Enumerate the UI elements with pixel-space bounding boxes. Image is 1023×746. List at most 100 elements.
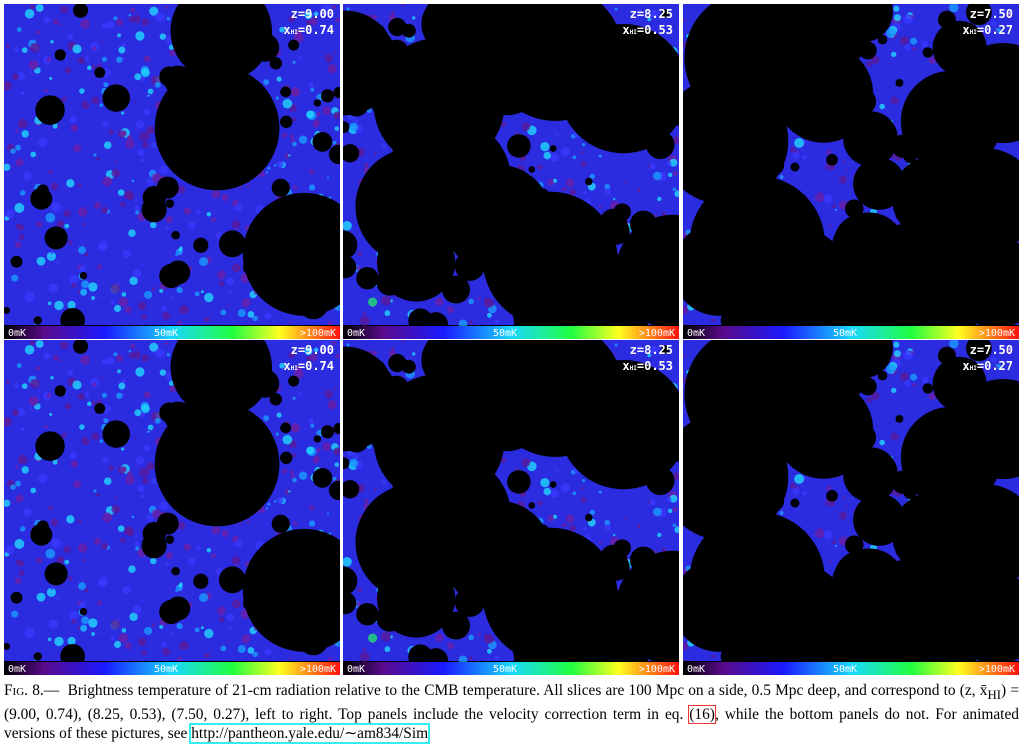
texture xyxy=(289,657,292,660)
xhi-value: =0.53 xyxy=(637,23,673,37)
texture xyxy=(10,148,16,154)
texture xyxy=(159,288,164,293)
redshift-label: z=7.50 xyxy=(970,343,1013,357)
texture xyxy=(581,142,586,147)
texture xyxy=(349,122,359,132)
texture xyxy=(790,482,796,489)
texture xyxy=(589,509,595,516)
texture xyxy=(293,185,298,190)
eq-ref[interactable]: (16) xyxy=(688,705,716,725)
texture xyxy=(80,19,90,29)
texture xyxy=(111,168,120,178)
texture xyxy=(226,277,235,286)
ionized-bubble xyxy=(218,230,246,258)
texture xyxy=(35,557,43,564)
redshift-label: z=8.25 xyxy=(630,343,673,357)
texture xyxy=(200,290,204,294)
texture xyxy=(56,556,65,564)
texture xyxy=(647,353,652,358)
texture xyxy=(292,477,297,483)
colorbar-label: 0mK xyxy=(687,328,705,339)
texture xyxy=(316,448,321,453)
url-link[interactable]: http://pantheon.yale.edu/∼am834/Sim xyxy=(189,723,431,745)
ionized-bubble xyxy=(79,607,88,616)
ionized-bubble xyxy=(142,185,167,210)
texture xyxy=(353,300,356,304)
texture xyxy=(308,504,315,511)
texture xyxy=(137,149,145,157)
texture xyxy=(121,292,127,297)
ionized-bubble xyxy=(613,539,631,557)
texture xyxy=(103,82,109,88)
texture xyxy=(204,316,210,323)
texture xyxy=(893,341,900,348)
texture xyxy=(121,628,127,633)
texture xyxy=(900,372,909,382)
texture xyxy=(647,17,652,22)
texture xyxy=(327,64,337,74)
texture xyxy=(60,341,69,350)
texture xyxy=(114,131,117,134)
texture xyxy=(291,116,296,122)
ionized-bubble xyxy=(901,520,928,547)
texture xyxy=(135,31,145,41)
texture xyxy=(122,393,126,396)
texture xyxy=(36,256,46,266)
texture xyxy=(102,176,113,187)
ionized-bubble xyxy=(384,375,409,401)
ionized-bubble xyxy=(421,340,479,389)
ionized-bubble xyxy=(242,192,340,316)
ionized-bubble xyxy=(343,255,357,279)
texture xyxy=(135,210,140,215)
texture xyxy=(165,552,173,560)
texture xyxy=(77,543,88,553)
texture xyxy=(81,101,90,110)
ionized-bubble xyxy=(843,447,898,503)
texture xyxy=(604,188,612,196)
ionized-bubble xyxy=(159,263,184,289)
ionized-bubble xyxy=(646,130,675,160)
colorbar-label: 50mK xyxy=(154,328,178,339)
ionized-bubble xyxy=(343,457,350,470)
texture xyxy=(241,298,251,308)
texture xyxy=(669,158,678,167)
texture xyxy=(683,644,686,647)
ionized-bubble xyxy=(942,393,955,405)
texture xyxy=(886,28,896,39)
texture xyxy=(144,626,153,635)
texture xyxy=(381,631,391,642)
texture xyxy=(118,46,126,54)
ionized-bubble xyxy=(353,349,368,364)
ionized-bubble xyxy=(826,153,838,166)
texture xyxy=(346,7,350,11)
texture xyxy=(93,153,97,157)
colorbar-label: 50mK xyxy=(833,328,857,339)
texture xyxy=(381,295,391,306)
texture xyxy=(252,315,258,322)
texture xyxy=(161,641,167,648)
texture xyxy=(188,557,196,565)
texture xyxy=(246,185,250,189)
texture xyxy=(171,295,175,299)
texture xyxy=(96,493,100,497)
ionized-bubble xyxy=(171,566,180,576)
texture xyxy=(288,15,296,23)
texture xyxy=(71,618,77,624)
ionized-bubble xyxy=(343,480,360,499)
texture xyxy=(334,126,339,131)
texture xyxy=(846,169,849,172)
texture xyxy=(125,475,135,485)
texture xyxy=(290,422,301,433)
xhi-value: =0.74 xyxy=(298,359,334,373)
texture xyxy=(108,465,114,471)
ionized-bubble xyxy=(826,489,838,502)
texture xyxy=(122,249,132,259)
texture xyxy=(276,160,284,168)
texture xyxy=(368,633,378,643)
texture xyxy=(5,379,10,384)
caption-text: ) = (9.00, 0.74), (8.25, 0.53), (7.50, 0… xyxy=(4,682,1020,724)
texture xyxy=(149,342,159,352)
ionized-bubble xyxy=(94,67,106,79)
